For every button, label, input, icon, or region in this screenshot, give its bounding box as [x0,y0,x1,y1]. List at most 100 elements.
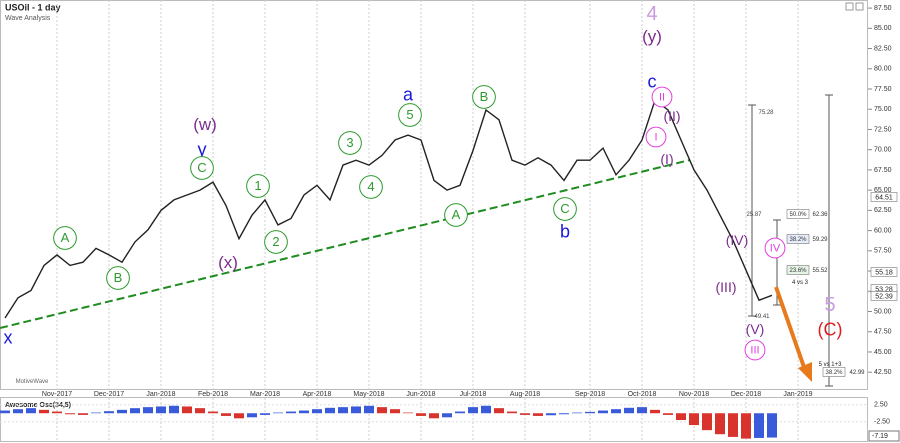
label-box [870,192,898,202]
osc-bar [585,411,595,414]
trend-line [0,159,691,329]
osc-bar [390,409,400,414]
osc-bar [481,405,491,414]
x-tick-label: Jan-2018 [146,391,175,398]
osc-bar [572,412,582,414]
wave-label: 2 [272,234,279,249]
osc-bar [351,406,361,414]
wave-label: (IV) [726,232,749,248]
osc-bar [104,411,114,414]
wave-circle [53,226,77,250]
x-tick-label: Feb-2018 [198,391,228,398]
osc-bar [741,413,751,439]
osc-bar [455,411,465,414]
osc-bar [169,405,179,414]
wave-label: II [659,91,665,103]
chart-subtitle: Wave Analysis [5,15,51,22]
wave-circle [359,175,383,199]
wave-label: 5 [824,294,835,316]
y-tick-label: 60.00 [874,227,892,234]
price-line [4,99,773,319]
annotation: 50.0% [789,212,807,218]
wave-circle [246,174,270,198]
osc-bar [208,411,218,414]
x-tick-label: Nov-2018 [679,391,709,398]
button[interactable] [845,2,854,11]
annotation: 55.18 [875,269,893,276]
annotation: 38.2% [825,370,843,376]
osc-bar [39,409,49,414]
osc-bar [286,411,296,414]
osc-bar [156,406,166,414]
wave-label: C [197,160,206,175]
wave-circle [398,103,422,127]
osc-bar [143,407,153,414]
wave-label: (III) [716,279,737,295]
osc-bar [221,413,231,416]
osc-bar [377,407,387,414]
wave-label: (I) [660,151,673,167]
osc-bar [520,413,530,415]
y-tick-label: 87.50 [874,5,892,12]
wave-label: IV [770,242,781,254]
wave-circle [764,237,786,259]
osc-bar [364,405,374,414]
wave-label: 3 [346,135,353,150]
annotation: 4 vs 3 [792,280,809,286]
y-tick-label: 65.00 [874,187,892,194]
x-tick-label: Oct-2018 [628,391,657,398]
x-tick-label: Apr-2018 [303,391,332,398]
osc-bar [260,413,270,415]
x-tick-label: Jun-2018 [406,391,435,398]
y-tick-label: 45.00 [874,349,892,356]
annotation: 64.51 [875,194,893,201]
annotation: 49.41 [754,314,770,320]
osc-bar [117,409,127,414]
wave-circle [444,203,468,227]
annotation: 59.29 [812,237,828,243]
wave-label: B [480,89,489,104]
window-buttons[interactable] [845,2,864,11]
y-tick-label: 75.00 [874,106,892,113]
annotation: 5 vs 1+3 [819,362,843,368]
osc-bar [702,413,712,431]
label-box [786,209,810,219]
osc-bar [533,413,543,416]
osc-bar [637,407,647,414]
wave-label: b [560,221,570,241]
osc-bar [247,413,257,418]
x-tick-label: Dec-2017 [94,391,124,398]
wave-label: 4 [367,179,374,194]
last-label-box [868,430,900,442]
osc-bar [429,413,439,419]
y-tick-label: 72.50 [874,126,892,133]
annotation: 42.99 [849,370,865,376]
osc-bar [273,412,283,414]
y-tick-label: 42.50 [874,369,892,376]
osc-bar [754,413,764,438]
forecast-arrow-head [798,362,812,382]
label-box [822,367,846,377]
osc-bar [676,413,686,420]
y-tick-label: 57.50 [874,248,892,255]
osc-bar [234,413,244,419]
osc-bar [767,413,777,438]
wave-label: (V) [746,321,765,337]
osc-bar [546,413,556,416]
wave-circle [553,197,577,221]
wave-label: y [198,139,207,159]
wave-label: B [114,270,123,285]
y-tick-label: -2.50 [874,419,890,426]
wave-label: C [560,201,569,216]
annotation: 52.39 [875,293,893,300]
wave-label: a [403,84,414,104]
price-panel [0,0,868,390]
x-tick-label: May-2018 [353,391,384,398]
annotation: 23.6% [789,268,807,274]
annotation: 38.2% [789,237,807,243]
button[interactable] [855,2,864,11]
wave-label: (w) [193,115,217,134]
y-tick-label: 70.00 [874,147,892,154]
y-tick-label: 82.50 [874,45,892,52]
annotation: 62.36 [812,212,828,218]
